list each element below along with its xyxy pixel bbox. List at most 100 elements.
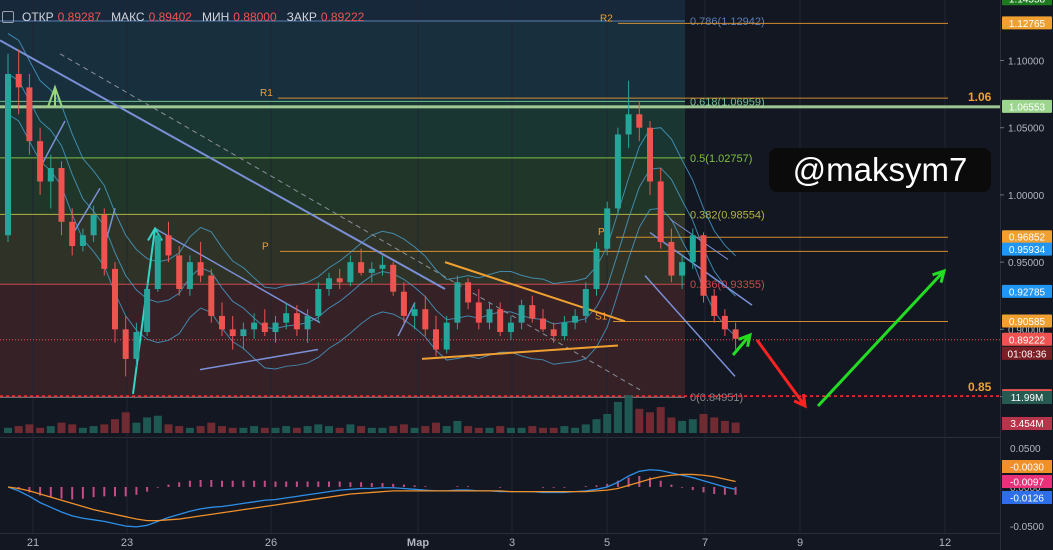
pivot-label-4: S1 — [595, 311, 608, 322]
triangle-upper-line — [444, 261, 626, 323]
time-tick-7: 9 — [797, 537, 803, 549]
fib-label-0.382: 0.382(0.98554) — [690, 209, 765, 221]
price-tag-0: 1.14558 — [1009, 0, 1046, 6]
candle-42 — [454, 275, 461, 330]
annotation-0-85: 0.85 — [968, 380, 992, 394]
candle-64 — [689, 228, 696, 269]
candle-body-25 — [272, 322, 279, 333]
candle-8 — [90, 205, 97, 242]
volume-bar-68 — [731, 422, 740, 433]
collapse-icon[interactable] — [2, 11, 14, 23]
pane-separator — [0, 437, 1000, 438]
fib-zone-2 — [0, 101, 685, 158]
fib-label-0: 0(0.84951) — [690, 392, 743, 404]
candle-body-26 — [283, 313, 290, 323]
indicator-tag-bg-0 — [1002, 460, 1052, 473]
volume-bar-8 — [89, 426, 98, 433]
forecast-drop-arrow-line — [755, 339, 807, 407]
candle-body-5 — [58, 168, 65, 222]
volume-bar-32 — [346, 424, 355, 433]
channel-lower-line — [199, 348, 319, 371]
volume-bar-19 — [207, 422, 216, 433]
candle-28 — [304, 309, 311, 343]
triangle-lower-line — [421, 344, 619, 360]
volume-bar-13 — [143, 417, 152, 433]
candle-body-1 — [15, 73, 22, 88]
price-tag-bg-1 — [1002, 16, 1052, 30]
time-tick-0: 21 — [27, 537, 39, 549]
volume-bar-51 — [549, 427, 558, 433]
candle-41 — [443, 315, 450, 354]
candle-19 — [208, 268, 215, 323]
volume-bar-62 — [667, 417, 676, 433]
volume-bar-57 — [613, 401, 622, 433]
price-axis-border — [1000, 0, 1001, 550]
volume-bar-59 — [635, 408, 644, 433]
low-value: 0.88000 — [233, 10, 277, 24]
volume-bar-41 — [442, 426, 451, 433]
volume-bar-4 — [46, 426, 55, 433]
candle-body-55 — [593, 248, 600, 290]
price-tag-bg-6 — [1002, 314, 1052, 328]
price-tag-bg-0 — [1002, 0, 1052, 6]
candle-body-63 — [679, 262, 686, 276]
candle-46 — [497, 302, 504, 337]
candle-body-11 — [122, 329, 129, 359]
candle-54 — [582, 282, 589, 323]
candle-31 — [336, 268, 343, 290]
candle-body-53 — [572, 315, 579, 323]
candle-body-10 — [112, 268, 118, 330]
candle-body-31 — [336, 278, 343, 283]
candle-body-8 — [90, 215, 97, 236]
desc-channel-mid — [669, 218, 729, 260]
candle-body-60 — [647, 127, 653, 182]
candle-7 — [79, 228, 86, 252]
volume-bar-61 — [656, 407, 665, 433]
candle-body-61 — [657, 181, 664, 242]
candle-50 — [540, 309, 546, 333]
price-tick-1: 1.05000 — [1008, 124, 1045, 135]
volume-bar-28 — [303, 426, 312, 433]
candle-32 — [347, 255, 354, 287]
forecast-drop-arrow-head-icon — [793, 393, 807, 409]
candle-55 — [593, 241, 600, 296]
volume-bar-1 — [14, 426, 23, 433]
pivot-label-2: P — [598, 227, 605, 238]
price-tick-4: 0.90000 — [1008, 325, 1045, 336]
volume-bar-9 — [100, 424, 109, 433]
candle-20 — [219, 302, 225, 337]
volume-bar-27 — [292, 427, 301, 433]
candle-1 — [15, 49, 22, 115]
forecast-rally-arrow-line — [816, 269, 946, 408]
pivot-label-0: R2 — [600, 13, 613, 24]
volume-bar-55 — [592, 419, 601, 433]
candle-34 — [368, 262, 375, 283]
candle-18 — [197, 241, 204, 283]
time-axis: 21 23 26 Мар 3 5 7 9 12 — [27, 537, 951, 549]
candle-body-41 — [443, 322, 450, 350]
price-tag-2: 1.06553 — [1009, 102, 1046, 113]
candle-29 — [315, 282, 322, 323]
candle-4 — [47, 154, 54, 209]
volume-bar-46 — [496, 426, 505, 433]
candle-body-12 — [133, 332, 140, 359]
candle-60 — [647, 120, 653, 195]
candle-12 — [133, 322, 140, 367]
volume-bar-49 — [528, 426, 537, 433]
candle-body-67 — [721, 315, 728, 330]
fib-label-0.5: 0.5(1.02757) — [690, 153, 752, 165]
candle-body-27 — [293, 313, 300, 330]
candle-body-64 — [689, 235, 696, 263]
candle-body-34 — [368, 268, 375, 273]
time-tick-1: 23 — [121, 537, 133, 549]
candle-37 — [400, 282, 407, 323]
ma-band-0 — [7, 33, 736, 289]
candle-body-48 — [518, 305, 525, 323]
time-tick-2: 26 — [265, 537, 277, 549]
candle-body-50 — [540, 318, 546, 330]
candle-body-33 — [358, 262, 365, 273]
volume-bar-33 — [357, 426, 366, 433]
swing-channel-3 — [397, 302, 416, 337]
high-label: МАКС — [111, 10, 145, 24]
